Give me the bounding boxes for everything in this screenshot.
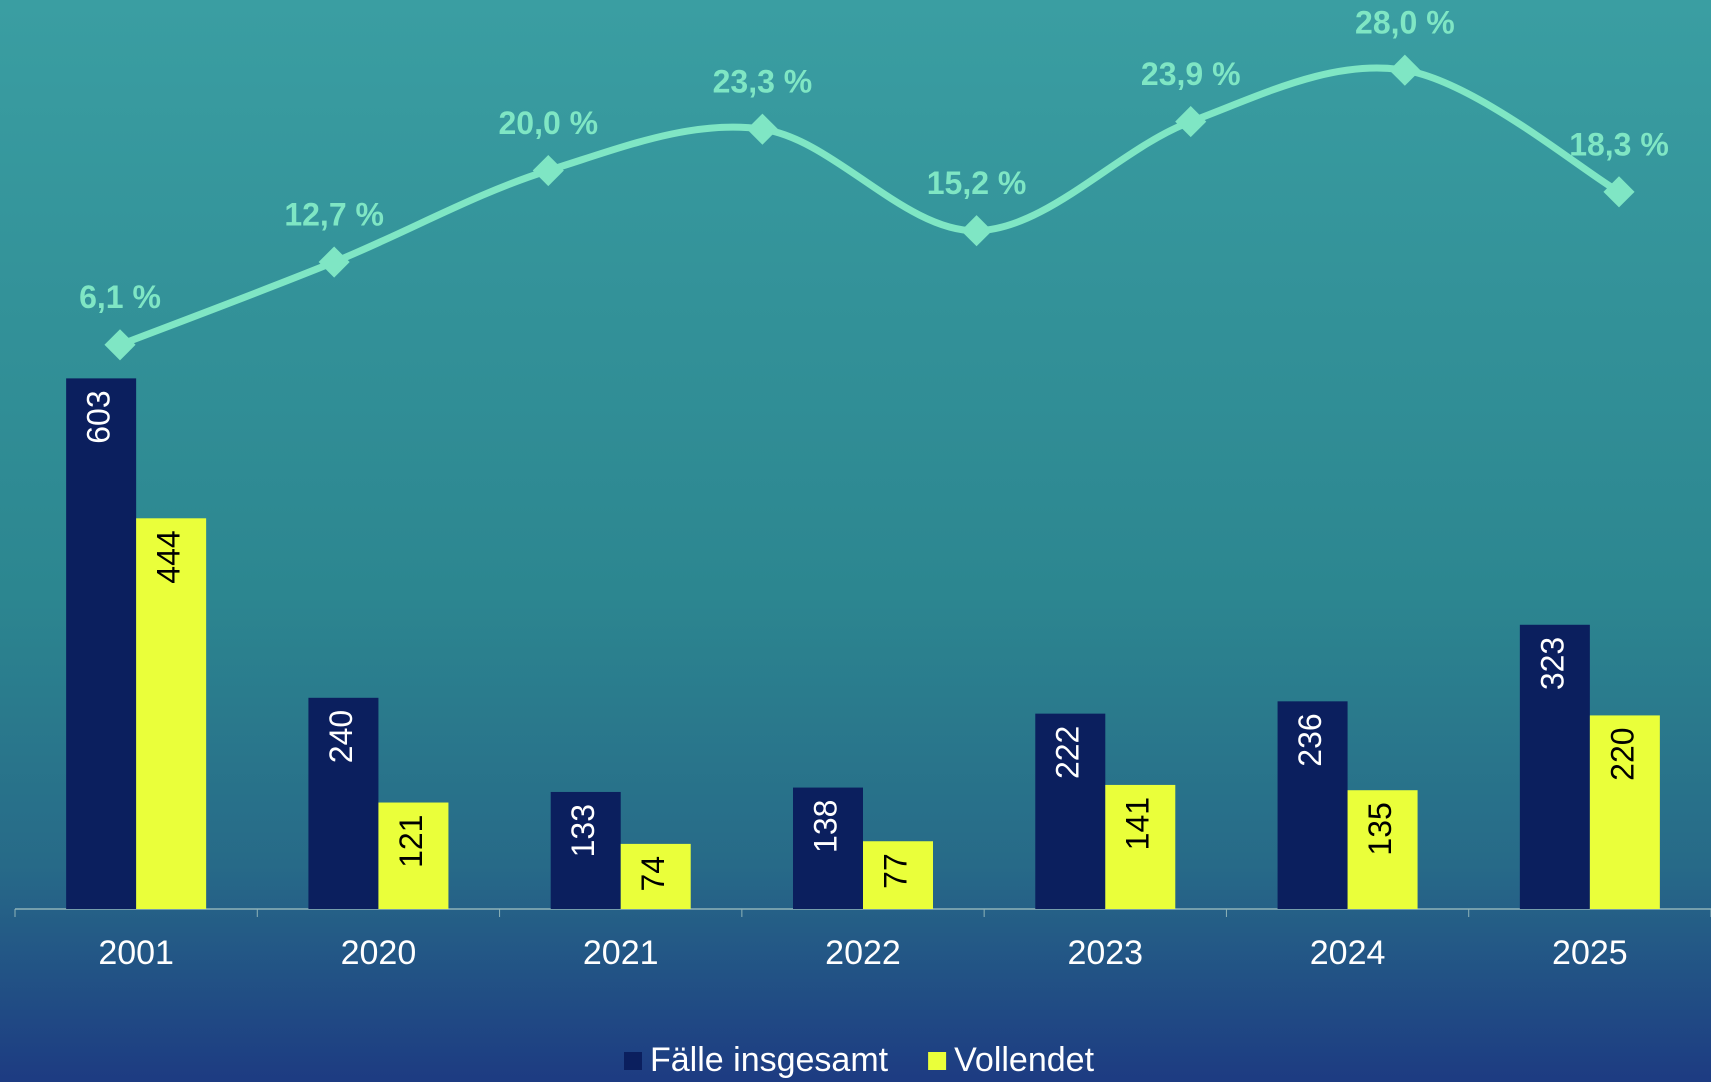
chart: 2001 603 444 2020 240 121 2021 133 74 2022 138 77 20… [0,0,1711,1082]
x-tick-label: 2025 [1552,934,1628,972]
bar-value-label: 138 [807,800,843,853]
bar-value-label: 135 [1362,802,1398,855]
bar-value-label: 74 [635,856,671,892]
bar-value-label: 222 [1050,726,1086,779]
bar-value-label: 141 [1120,797,1156,850]
x-tick-label: 2020 [341,934,417,972]
bar [66,378,136,909]
bar-value-label: 77 [877,853,913,889]
legend-label: Fälle insgesamt [650,1041,889,1079]
bar-value-label: 236 [1292,713,1328,766]
line-value-label: 28,0 % [1355,5,1455,41]
legend-swatch [624,1052,642,1070]
x-tick-label: 2024 [1310,934,1386,972]
x-tick-label: 2001 [98,934,174,972]
legend: Fälle insgesamt Vollendet [624,1041,1095,1079]
x-tick-label: 2022 [825,934,901,972]
bar-value-label: 133 [565,804,601,857]
line-value-label: 18,3 % [1569,126,1669,162]
bar-value-label: 240 [323,710,359,763]
x-tick-label: 2021 [583,934,659,972]
background [0,0,1711,1082]
line-value-label: 12,7 % [284,196,384,232]
bar-value-label: 444 [151,530,187,583]
legend-label: Vollendet [954,1041,1094,1079]
bar-value-label: 220 [1604,727,1640,780]
x-tick-label: 2023 [1067,934,1143,972]
bar-value-label: 121 [393,815,429,868]
line-value-label: 15,2 % [927,165,1027,201]
bar-value-label: 603 [81,390,117,443]
bar-value-label: 323 [1534,637,1570,690]
legend-swatch [928,1052,946,1070]
line-value-label: 6,1 % [79,279,161,315]
line-value-label: 23,9 % [1141,56,1241,92]
line-value-label: 23,3 % [713,64,813,100]
line-value-label: 20,0 % [498,105,598,141]
